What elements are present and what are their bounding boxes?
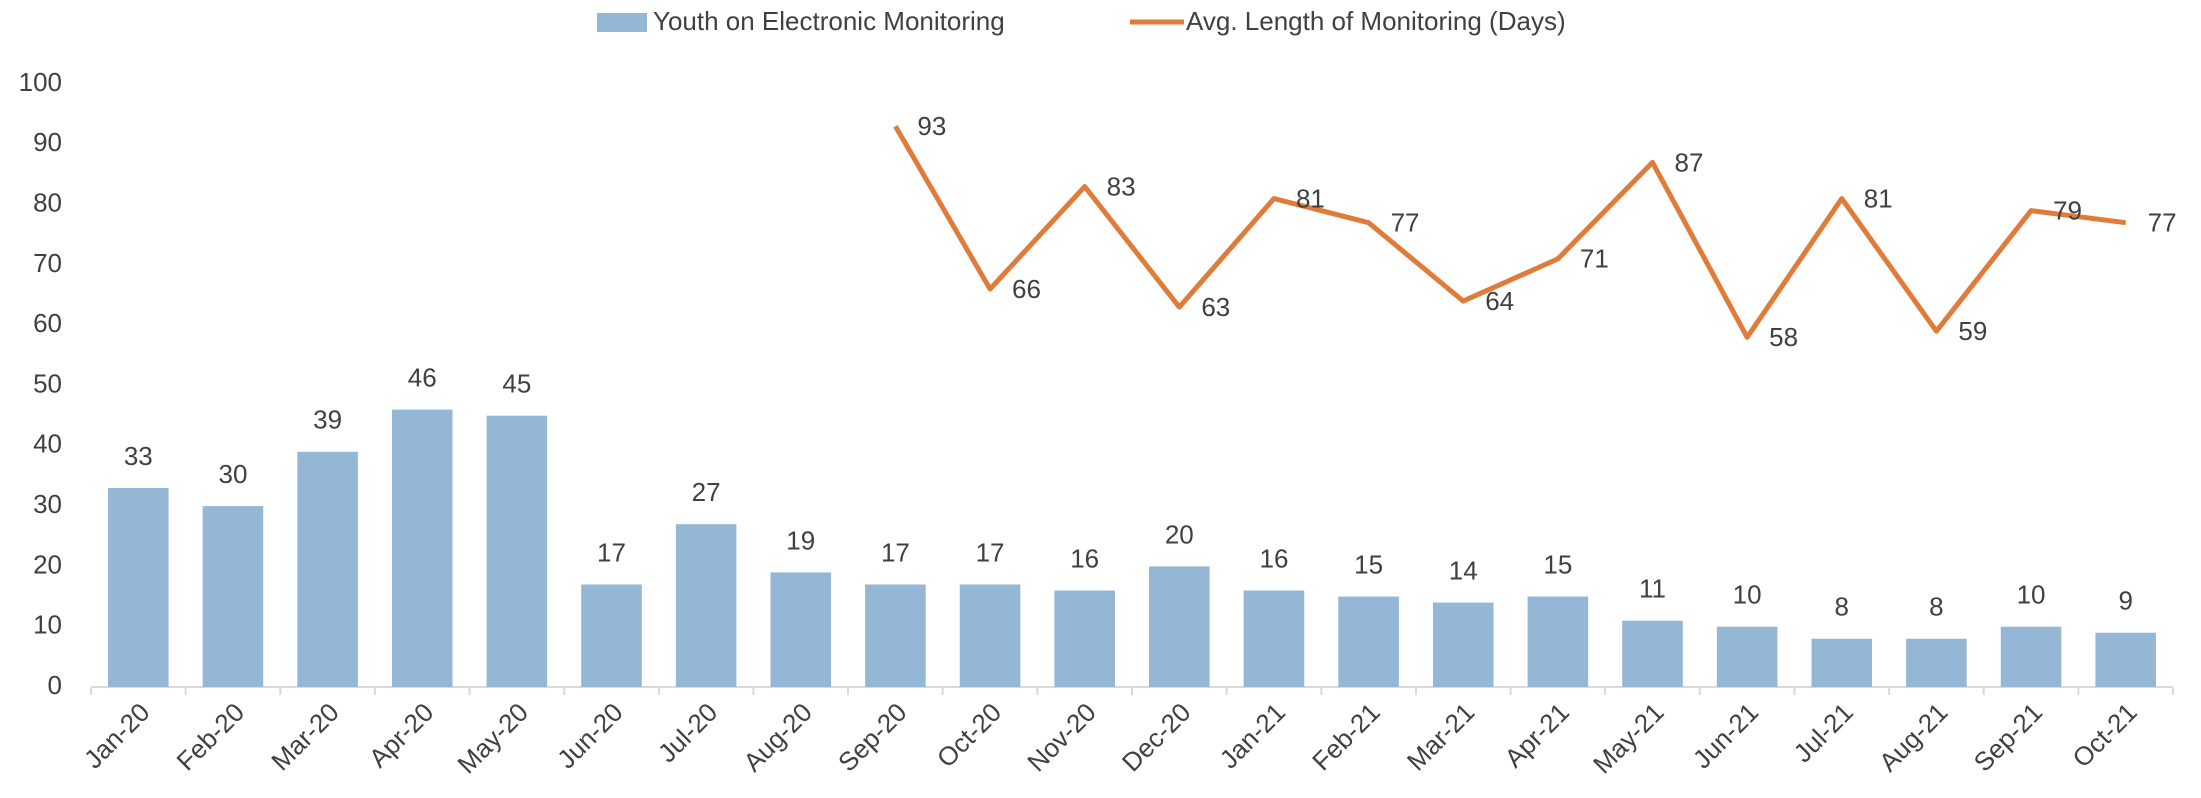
data-label: 79 [2053,196,2082,226]
x-tick-label: Aug-20 [737,697,817,777]
y-tick-label: 20 [33,549,62,579]
x-tick-label: Aug-21 [1873,697,1953,777]
data-label: 77 [2148,208,2177,238]
x-tick-label: Jun-21 [1687,697,1764,774]
legend-label: Avg. Length of Monitoring (Days) [1186,6,1566,36]
bar [2000,626,2062,687]
bar [959,584,1021,687]
bar [1243,590,1305,687]
bar [1811,638,1873,687]
data-label: 59 [1958,316,1987,346]
x-tick-label: Jan-21 [1214,697,1291,774]
x-tick-label: Oct-21 [2066,697,2142,773]
data-label: 27 [692,477,721,507]
bar [391,409,453,687]
y-tick-label: 60 [33,308,62,338]
x-tick-label: May-20 [451,697,534,780]
data-label: 10 [2017,580,2046,610]
y-tick-label: 90 [33,127,62,157]
bar [1432,602,1494,687]
bar [108,488,169,687]
bar [1527,596,1589,687]
x-tick-label: Apr-21 [1499,697,1575,773]
x-tick-label: Feb-21 [1306,697,1385,776]
data-label: 15 [1543,549,1572,579]
bar [1716,626,1778,687]
data-label: 39 [313,405,342,435]
data-label: 30 [218,459,247,489]
x-tick-label: Jul-21 [1788,697,1859,768]
x-tick-label: Mar-20 [265,697,344,776]
data-label: 64 [1485,286,1514,316]
y-tick-label: 70 [33,248,62,278]
data-label: 8 [1929,592,1943,622]
y-tick-label: 40 [33,429,62,459]
y-tick-label: 100 [19,67,62,97]
x-tick-label: Dec-20 [1116,697,1196,777]
bar [2095,632,2156,687]
data-label: 33 [124,441,153,471]
data-label: 71 [1580,244,1609,274]
legend-label: Youth on Electronic Monitoring [653,6,1005,36]
data-label: 63 [1201,292,1230,322]
data-label: 46 [408,362,437,392]
bar [581,584,642,687]
data-label: 10 [1733,580,1762,610]
data-label: 17 [597,537,626,567]
data-label: 8 [1835,592,1849,622]
x-tick-label: Sep-21 [1968,697,2048,777]
x-tick-label: Jun-20 [551,697,628,774]
data-label: 17 [881,537,910,567]
data-label: 20 [1165,519,1194,549]
line [893,124,2126,340]
x-tick-label: Feb-20 [171,697,250,776]
y-tick-label: 80 [33,187,62,217]
bar [675,524,737,687]
bar [1054,590,1115,687]
bar [1338,596,1399,687]
data-label: 93 [917,111,946,141]
data-label: 66 [1012,274,1041,304]
data-label: 81 [1296,183,1325,213]
y-tick-label: 0 [48,670,62,700]
data-label: 15 [1354,549,1383,579]
data-label: 11 [1639,574,1666,604]
data-label: 9 [2118,586,2132,616]
x-tick-label: Oct-20 [931,697,1007,773]
bar [1622,620,1683,687]
y-tick-label: 10 [33,610,62,640]
y-tick-label: 30 [33,489,62,519]
data-label: 17 [976,537,1005,567]
x-tick-label: Jul-20 [652,697,723,768]
data-label: 77 [1391,208,1420,238]
bar [1149,566,1210,687]
data-label: 16 [1259,543,1288,573]
data-label: 87 [1675,147,1704,177]
bar [202,506,264,687]
bar [486,415,548,687]
bar [865,584,926,687]
x-tick-label: Jan-20 [78,697,155,774]
x-tick-label: Mar-21 [1401,697,1480,776]
bar [770,572,832,687]
data-label: 14 [1449,555,1478,585]
data-label: 16 [1070,543,1099,573]
x-tick-label: May-21 [1587,697,1670,780]
x-tick-label: Sep-20 [832,697,912,777]
y-tick-label: 50 [33,368,62,398]
x-tick-label: Nov-20 [1021,697,1101,777]
data-label: 45 [502,369,531,399]
data-label: 19 [786,525,815,555]
data-label: 83 [1107,171,1136,201]
bar [1906,638,1967,687]
legend-swatch [597,13,647,32]
x-tick-label: Apr-20 [363,697,439,773]
bar [297,451,358,687]
data-label: 58 [1769,322,1798,352]
data-label: 81 [1864,183,1893,213]
